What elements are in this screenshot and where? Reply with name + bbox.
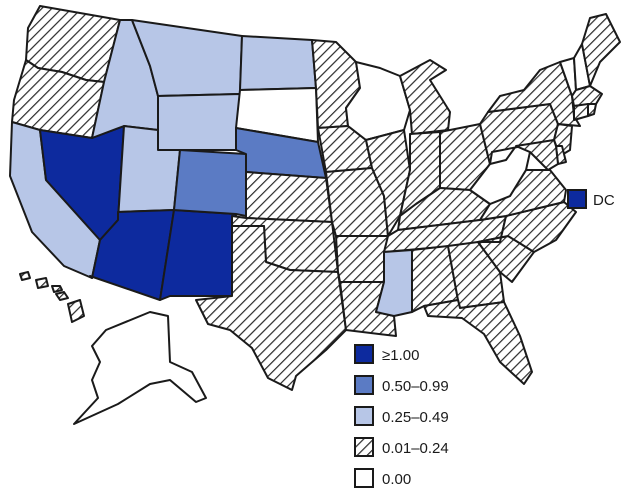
- state-arkansas[interactable]: [335, 235, 389, 283]
- state-maine[interactable]: [581, 13, 621, 87]
- legend-item: 0.00: [354, 468, 411, 488]
- state-colorado[interactable]: [173, 149, 247, 217]
- legend-label: 0.25–0.49: [382, 409, 449, 426]
- dc-swatch: [567, 189, 587, 209]
- legend-label: 0.01–0.24: [382, 440, 449, 457]
- legend-label: 0.50–0.99: [382, 378, 449, 395]
- legend-swatch: [354, 344, 374, 364]
- state-new-mexico[interactable]: [159, 209, 237, 301]
- state-connecticut[interactable]: [573, 103, 589, 121]
- legend-item: 0.50–0.99: [354, 375, 449, 395]
- state-michigan[interactable]: [399, 59, 451, 135]
- legend-label: 0.00: [382, 471, 411, 488]
- legend-swatch: [354, 437, 374, 457]
- dc-label: DC: [593, 192, 615, 209]
- state-alaska[interactable]: [73, 311, 207, 425]
- state-illinois[interactable]: [365, 129, 411, 237]
- legend-item: 0.01–0.24: [354, 437, 449, 457]
- map-legend: ≥1.00 0.50–0.99 0.25–0.49 0.01–0.24 0.00: [354, 344, 449, 488]
- state-texas[interactable]: [195, 225, 347, 391]
- legend-item: 0.25–0.49: [354, 406, 449, 426]
- state-west-virginia[interactable]: [469, 145, 531, 205]
- state-rhode-island[interactable]: [587, 103, 597, 117]
- states-layer: [9, 5, 621, 425]
- legend-item: ≥1.00: [354, 344, 419, 364]
- legend-label: ≥1.00: [382, 347, 419, 364]
- state-kansas[interactable]: [245, 171, 333, 223]
- state-maryland[interactable]: [515, 139, 559, 171]
- state-hawaii[interactable]: [19, 271, 85, 323]
- legend-swatch: [354, 375, 374, 395]
- state-wyoming[interactable]: [157, 93, 241, 151]
- state-massachusetts[interactable]: [571, 85, 603, 107]
- state-north-dakota[interactable]: [239, 35, 317, 91]
- legend-swatch: [354, 406, 374, 426]
- legend-swatch: [354, 468, 374, 488]
- state-florida[interactable]: [423, 299, 533, 385]
- dc-marker: DC: [567, 189, 615, 209]
